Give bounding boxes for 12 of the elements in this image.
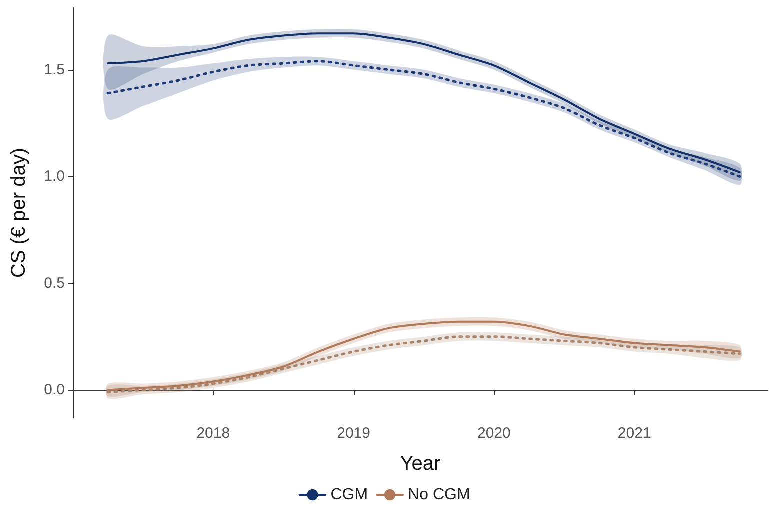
y-tick-label: 0.0 [44,382,65,399]
x-tick-label: 2020 [478,425,511,442]
legend-label: No CGM [408,486,470,504]
y-tick-label: 1.0 [44,168,65,186]
x-tick-label: 2019 [337,425,370,442]
legend-label: CGM [330,486,368,504]
x-tick-label: 2018 [196,425,230,442]
x-tick-label: 2021 [618,425,652,442]
y-axis-title: CS (€ per day) [8,148,30,278]
y-tick-label: 1.5 [44,61,65,78]
x-axis-title: Year [400,453,442,475]
y-tick-label: 0.5 [44,274,65,292]
